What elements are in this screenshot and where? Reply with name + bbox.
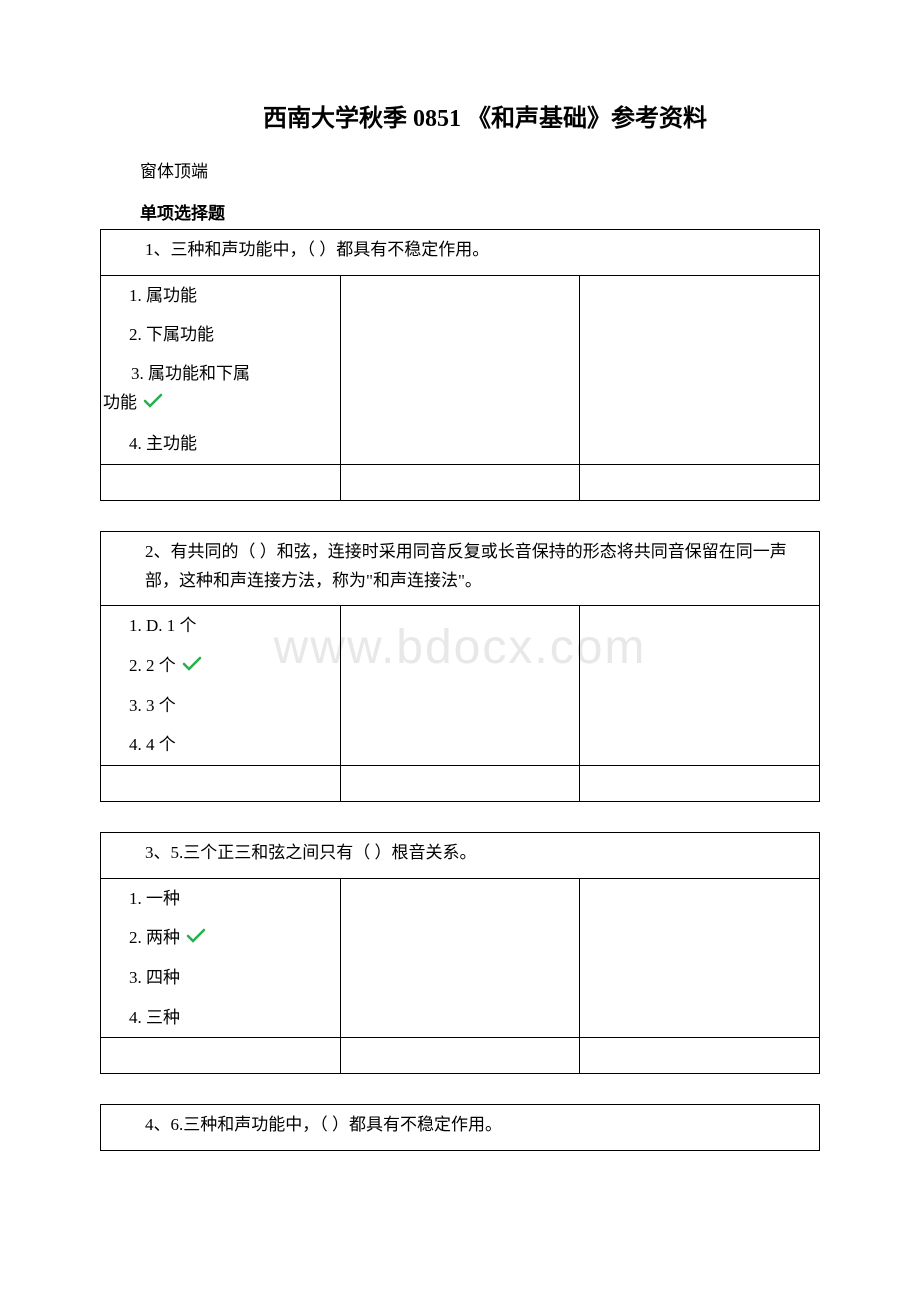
blank-cell (340, 606, 580, 765)
blank-cell (340, 878, 580, 1037)
option-item: 3. 属功能和下属 功能 (101, 354, 340, 424)
checkmark-icon (186, 925, 206, 952)
option-item: 1. D. 1 个 (101, 606, 340, 645)
option-item: 3. 四种 (101, 958, 340, 997)
blank-cell (101, 765, 341, 801)
blank-cell (101, 1037, 341, 1073)
option-item: 2. 2 个 (101, 646, 340, 687)
section-heading: 单项选择题 (100, 200, 820, 227)
options-cell: 1. 属功能 2. 下属功能 3. 属功能和下属 功能 4. 主功能 (101, 275, 341, 464)
options-row: 1. 属功能 2. 下属功能 3. 属功能和下属 功能 4. 主功能 (101, 275, 820, 464)
page-title: 西南大学秋季 0851 《和声基础》参考资料 (100, 100, 820, 138)
question-prompt-row: 2、有共同的（ ）和弦，连接时采用同音反复或长音保持的形态将共同音保留在同一声部… (101, 531, 820, 606)
blank-cell (340, 275, 580, 464)
question-prompt-row: 3、5.三个正三和弦之间只有（ ）根音关系。 (101, 832, 820, 878)
option-item: 4. 4 个 (101, 725, 340, 764)
footer-row (101, 464, 820, 500)
blank-cell (101, 464, 341, 500)
blank-cell (340, 464, 580, 500)
options-cell: 1. D. 1 个 2. 2 个 3. 3 个 4. 4 个 (101, 606, 341, 765)
checkmark-icon (143, 390, 163, 419)
question-table: 3、5.三个正三和弦之间只有（ ）根音关系。 1. 一种 2. 两种 3. 四种… (100, 832, 820, 1074)
question-table: 2、有共同的（ ）和弦，连接时采用同音反复或长音保持的形态将共同音保留在同一声部… (100, 531, 820, 802)
question-prompt: 2、有共同的（ ）和弦，连接时采用同音反复或长音保持的形态将共同音保留在同一声部… (109, 538, 811, 596)
question-table: 4、6.三种和声功能中，（ ）都具有不稳定作用。 (100, 1104, 820, 1151)
question-prompt: 1、三种和声功能中，（ ）都具有不稳定作用。 (109, 236, 811, 265)
option-item: 2. 两种 (101, 918, 340, 959)
checkmark-icon (182, 653, 202, 680)
question-table: 1、三种和声功能中，（ ）都具有不稳定作用。 1. 属功能 2. 下属功能 3.… (100, 229, 820, 501)
option-item: 4. 主功能 (101, 424, 340, 463)
question-prompt: 3、5.三个正三和弦之间只有（ ）根音关系。 (109, 839, 811, 868)
footer-row (101, 765, 820, 801)
document-content: 西南大学秋季 0851 《和声基础》参考资料 窗体顶端 单项选择题 1、三种和声… (100, 100, 820, 1151)
question-prompt: 4、6.三种和声功能中，（ ）都具有不稳定作用。 (109, 1111, 811, 1140)
option-item: 3. 3 个 (101, 686, 340, 725)
blank-cell (580, 1037, 820, 1073)
blank-cell (340, 765, 580, 801)
option-item: 2. 下属功能 (101, 315, 340, 354)
footer-row (101, 1037, 820, 1073)
option-item: 4. 三种 (101, 998, 340, 1037)
blank-cell (580, 878, 820, 1037)
option-item: 1. 属功能 (101, 276, 340, 315)
blank-cell (580, 275, 820, 464)
question-prompt-row: 1、三种和声功能中，（ ）都具有不稳定作用。 (101, 229, 820, 275)
blank-cell (340, 1037, 580, 1073)
blank-cell (580, 606, 820, 765)
options-row: 1. 一种 2. 两种 3. 四种 4. 三种 (101, 878, 820, 1037)
blank-cell (580, 464, 820, 500)
blank-cell (580, 765, 820, 801)
options-cell: 1. 一种 2. 两种 3. 四种 4. 三种 (101, 878, 341, 1037)
options-row: 1. D. 1 个 2. 2 个 3. 3 个 4. 4 个 (101, 606, 820, 765)
question-prompt-row: 4、6.三种和声功能中，（ ）都具有不稳定作用。 (101, 1104, 820, 1150)
form-header-label: 窗体顶端 (100, 158, 820, 185)
option-item: 1. 一种 (101, 879, 340, 918)
